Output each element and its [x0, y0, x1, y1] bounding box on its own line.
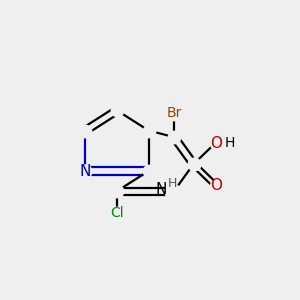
- Text: H: H: [225, 136, 236, 150]
- Text: O: O: [210, 178, 222, 194]
- Text: N: N: [80, 164, 91, 178]
- Text: Cl: Cl: [110, 206, 124, 220]
- Text: H: H: [168, 177, 177, 190]
- Text: N: N: [155, 182, 166, 197]
- Text: O: O: [210, 136, 222, 151]
- Text: Br: Br: [166, 106, 182, 120]
